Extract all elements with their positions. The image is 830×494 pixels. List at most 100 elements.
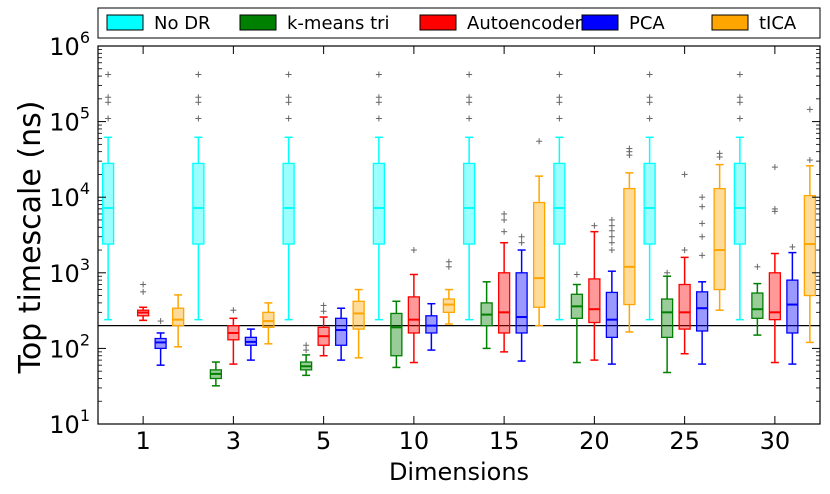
flier-marker	[501, 228, 508, 235]
flier-marker	[410, 247, 417, 254]
flier-marker	[375, 71, 382, 78]
flier-marker	[556, 115, 563, 122]
legend-item-autoencoder: Autoencoder	[419, 13, 583, 34]
flier-marker	[285, 115, 292, 122]
box-iqr	[553, 162, 566, 245]
box-iqr	[643, 162, 656, 245]
flier-marker	[501, 210, 508, 217]
flier-marker	[608, 222, 615, 229]
box-iqr	[192, 162, 205, 245]
flier-marker	[285, 94, 292, 101]
box-iqr	[101, 162, 115, 245]
box-iqr	[282, 162, 295, 245]
flier-marker	[195, 94, 202, 101]
flier-marker	[736, 99, 743, 106]
y-tick-label: 102	[49, 330, 90, 363]
box-k-means-tri-dim-10	[390, 300, 403, 369]
flier-marker	[626, 145, 633, 152]
legend-label: tICA	[759, 13, 797, 34]
flier-marker	[591, 222, 598, 229]
box-autoencoder-dim-20	[588, 222, 601, 361]
box-iqr	[588, 278, 601, 324]
y-axis-label: Top timescale (ns)	[13, 101, 48, 375]
flier-marker	[736, 94, 743, 101]
box-pca-dim-10	[425, 302, 438, 351]
legend-swatch	[711, 14, 749, 31]
box-no-dr-dim-20	[553, 71, 566, 321]
plot-frame	[97, 45, 821, 425]
box-tica-dim-20	[623, 145, 636, 333]
box-tica-dim-3	[262, 302, 275, 345]
legend-swatch	[106, 14, 144, 31]
box-iqr	[605, 291, 619, 339]
box-iqr	[678, 283, 691, 330]
box-iqr	[660, 298, 674, 339]
x-tick-label: 30	[760, 427, 791, 455]
legend: No DR k-means tri Autoencoder PCA tICA	[97, 7, 821, 39]
flier-marker	[699, 252, 706, 259]
flier-marker	[754, 263, 761, 270]
legend-label: k-means tri	[287, 13, 390, 34]
flier-marker	[608, 247, 615, 254]
flier-marker	[556, 94, 563, 101]
box-iqr	[751, 292, 764, 319]
flier-marker	[646, 94, 653, 101]
box-k-means-tri-dim-25	[660, 269, 674, 374]
flier-marker	[608, 227, 615, 234]
flier-marker	[105, 94, 112, 101]
box-tica-dim-15	[532, 138, 546, 327]
box-pca-dim-1	[154, 318, 167, 366]
box-iqr	[425, 315, 438, 334]
box-iqr	[497, 272, 511, 334]
flier-marker	[285, 99, 292, 106]
box-no-dr-dim-1	[101, 71, 115, 321]
x-tick-label: 5	[316, 427, 331, 455]
y-tick-label: 101	[49, 406, 90, 439]
flier-marker	[375, 94, 382, 101]
box-no-dr-dim-15	[462, 71, 476, 321]
flier-marker	[771, 205, 778, 212]
flier-marker	[445, 263, 452, 270]
box-autoencoder-dim-5	[317, 302, 330, 357]
box-iqr	[334, 317, 348, 346]
box-iqr	[515, 272, 528, 334]
legend-label: No DR	[154, 13, 211, 34]
box-tica-dim-10	[442, 258, 456, 325]
box-iqr	[532, 201, 546, 308]
box-autoencoder-dim-15	[497, 210, 511, 353]
flier-marker	[105, 115, 112, 122]
box-k-means-tri-dim-15	[480, 281, 493, 350]
x-tick-label: 10	[399, 427, 430, 455]
flier-marker	[646, 71, 653, 78]
box-k-means-tri-dim-5	[299, 342, 313, 377]
legend-item-no-dr: No DR	[106, 13, 211, 34]
flier-marker	[466, 71, 473, 78]
box-autoencoder-dim-3	[227, 307, 240, 365]
box-iqr	[803, 194, 817, 297]
flier-marker	[681, 171, 688, 178]
flier-marker	[536, 138, 543, 145]
box-no-dr-dim-3	[192, 71, 205, 321]
box-pca-dim-25	[695, 194, 709, 365]
x-tick-label: 15	[489, 427, 520, 455]
flier-marker	[105, 71, 112, 78]
box-tica-dim-25	[713, 150, 726, 311]
box-iqr	[171, 307, 185, 327]
box-k-means-tri-dim-30	[751, 263, 764, 336]
flier-marker	[608, 239, 615, 246]
box-iqr	[442, 298, 456, 313]
legend-frame	[97, 7, 821, 39]
tick-layer: 101 102 103 104 105 106 1 3 5 10 15 20 25 30	[49, 28, 820, 455]
x-tick-label: 20	[579, 427, 610, 455]
flier-marker	[608, 216, 615, 223]
legend-label: Autoencoder	[467, 13, 583, 34]
y-tick-label: 106	[49, 28, 90, 61]
flier-marker	[501, 216, 508, 223]
box-iqr	[786, 279, 799, 334]
flier-marker	[195, 71, 202, 78]
box-iqr	[462, 162, 476, 245]
box-iqr	[352, 300, 365, 330]
flier-marker	[556, 99, 563, 106]
box-iqr	[713, 187, 726, 291]
